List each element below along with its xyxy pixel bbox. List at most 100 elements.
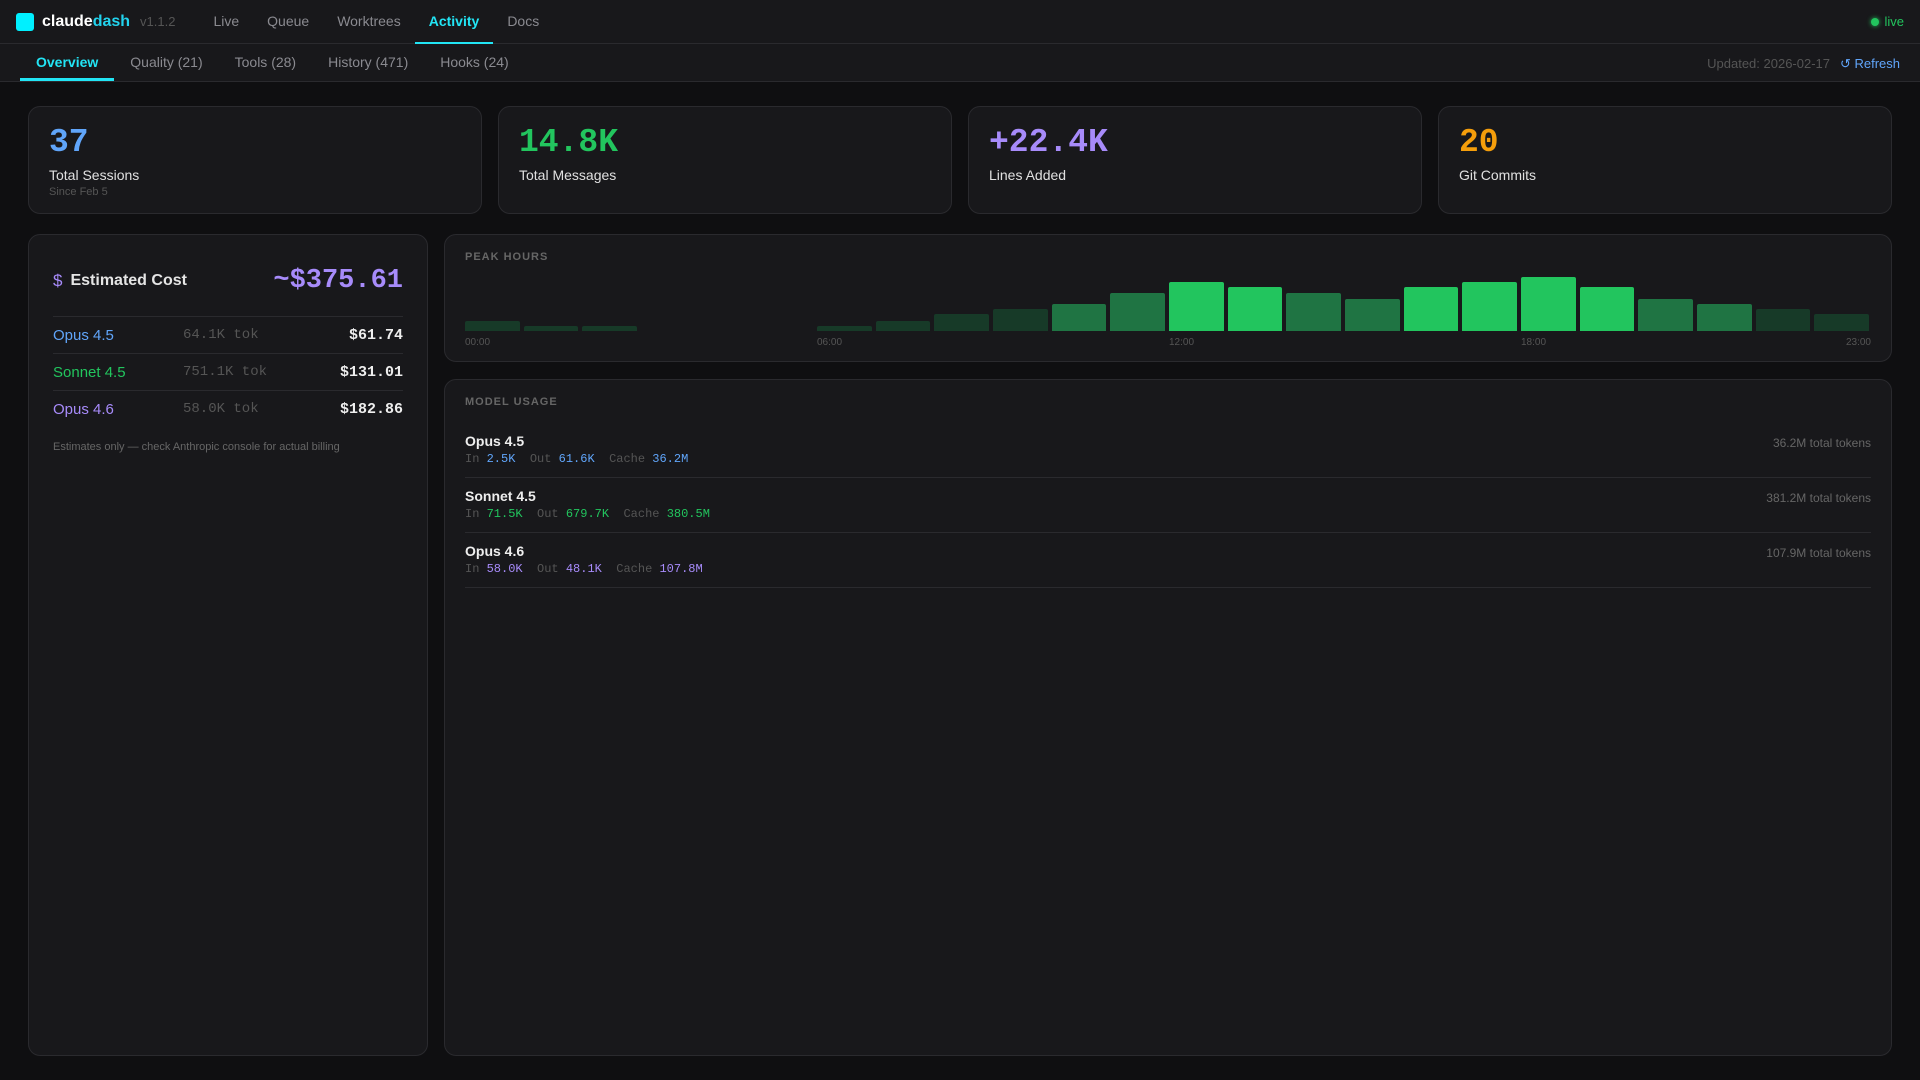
bar-12:00 [1169,281,1224,331]
tab-quality[interactable]: Quality (21) [130,54,203,70]
model-usage-row: Sonnet 4.5 In 71.5K Out 679.7K Cache 380.… [465,478,1871,533]
nav-queue[interactable]: Queue [267,12,310,29]
in-value: 58.0K [486,562,523,576]
model-cost: $61.74 [348,326,403,344]
stat-sub: Since Feb 5 [49,186,108,198]
bar-18:00 [1521,276,1576,331]
in-label: In [465,452,480,466]
out-label: Out [537,507,559,521]
bar-16:00 [1403,287,1459,331]
tab-overview[interactable]: Overview [20,44,115,81]
nav-docs[interactable]: Docs [507,12,540,29]
bar-20:00 [1638,298,1693,331]
bar-15:00 [1345,298,1400,331]
x-tick-label: 06:00 [817,337,843,348]
model-usage-row: Opus 4.5 In 2.5K Out 61.6K Cache 36.2M 36.… [465,423,1871,478]
cache-label: Cache [616,562,653,576]
bar-22:00 [1755,309,1811,331]
bar-19:00 [1579,287,1635,331]
bar-21:00 [1697,303,1752,331]
in-label: In [465,507,480,521]
token-breakdown: In 58.0K Out 48.1K Cache 107.8M [465,562,1871,576]
model-name: Opus 4.5 [465,433,525,449]
x-tick-label: 18:00 [1521,337,1547,348]
total-tokens: 107.9M total tokens [1766,546,1871,560]
cost-note: Estimates only — check Anthropic console… [53,441,340,453]
in-value: 71.5K [486,507,523,521]
stat-value: 37 [49,124,89,161]
bar-09:00 [993,309,1048,331]
bar-08:00 [934,314,989,331]
model-usage-title: MODEL USAGE [465,396,558,408]
bar-23:00 [1814,314,1869,331]
x-axis: 00:00 06:00 12:00 18:00 23:00 [465,337,1871,351]
cache-value: 107.8M [659,562,703,576]
cost-row: Opus 4.5 64.1K tok $61.74 [53,316,403,353]
token-breakdown: In 2.5K Out 61.6K Cache 36.2M [465,452,1871,466]
token-count: 58.0K tok [183,401,259,417]
total-tokens: 36.2M total tokens [1772,436,1871,450]
stat-value: +22.4K [989,124,1108,161]
model-usage-row: Opus 4.6 In 58.0K Out 48.1K Cache 107.8M 1… [465,533,1871,588]
cache-label: Cache [623,507,660,521]
cost-row: Opus 4.6 58.0K tok $182.86 [53,390,403,427]
dollar-icon: $ [53,271,63,290]
sub-tabs: Overview Quality (21) Tools (28) History (4… [0,44,1920,82]
tab-tools[interactable]: Tools (28) [234,54,297,70]
stat-value: 20 [1459,124,1499,161]
cache-label: Cache [609,452,646,466]
stat-card: 37 Total Sessions Since Feb 5 [28,106,482,214]
stat-label: Lines Added [989,167,1067,183]
live-dot-icon [1871,17,1880,26]
peak-hours-chart [465,275,1871,331]
peak-hours-panel: PEAK HOURS 00:00 06:00 12:00 18:00 23:00 [444,234,1892,362]
bar-14:00 [1286,293,1341,331]
bar-06:00 [817,325,872,331]
logo[interactable]: claudedash v1.1.2 [16,12,176,31]
stat-label: Git Commits [1459,167,1536,183]
model-name: Sonnet 4.5 [53,363,126,381]
stat-card: 20 Git Commits [1438,106,1892,214]
refresh-button[interactable]: ↺ Refresh [1839,56,1900,71]
total-tokens: 381.2M total tokens [1766,491,1871,505]
bar-11:00 [1110,293,1165,331]
token-count: 751.1K tok [183,364,268,380]
out-value: 48.1K [565,562,602,576]
cache-value: 380.5M [666,507,710,521]
out-value: 61.6K [558,452,595,466]
in-value: 2.5K [486,452,516,466]
token-count: 64.1K tok [183,327,259,343]
x-tick-label: 23:00 [1845,337,1871,348]
stat-label: Total Sessions [49,167,140,183]
bar-02:00 [582,325,637,331]
stat-card: +22.4K Lines Added [968,106,1422,214]
model-name: Opus 4.6 [465,543,525,559]
x-tick-label: 12:00 [1169,337,1195,348]
cache-value: 36.2M [652,452,689,466]
tab-history[interactable]: History (471) [328,54,409,70]
live-indicator: live [1871,14,1904,29]
in-label: In [465,562,480,576]
bar-01:00 [523,325,579,331]
out-label: Out [537,562,559,576]
model-name: Opus 4.6 [53,400,114,418]
estimated-cost-panel: $ Estimated Cost ~$375.61 Opus 4.5 64.1K … [28,234,428,1056]
bar-00:00 [465,320,520,331]
bar-07:00 [875,320,931,331]
tab-hooks[interactable]: Hooks (24) [440,54,509,70]
bar-17:00 [1462,281,1517,331]
model-name: Opus 4.5 [53,326,114,344]
peak-hours-title: PEAK HOURS [465,251,549,263]
version: v1.1.2 [140,14,176,29]
token-breakdown: In 71.5K Out 679.7K Cache 380.5M [465,507,1871,521]
cost-row: Sonnet 4.5 751.1K tok $131.01 [53,353,403,390]
model-name: Sonnet 4.5 [465,488,536,504]
model-usage-panel: MODEL USAGE Opus 4.5 In 2.5K Out 61.6K Ca… [444,379,1892,1056]
stat-value: 14.8K [519,124,619,161]
nav-live[interactable]: Live [213,12,240,29]
out-label: Out [529,452,552,466]
nav-activity[interactable]: Activity [414,0,494,44]
nav-worktrees[interactable]: Worktrees [337,12,401,29]
stat-card: 14.8K Total Messages [498,106,952,214]
model-cost: $131.01 [339,363,403,381]
